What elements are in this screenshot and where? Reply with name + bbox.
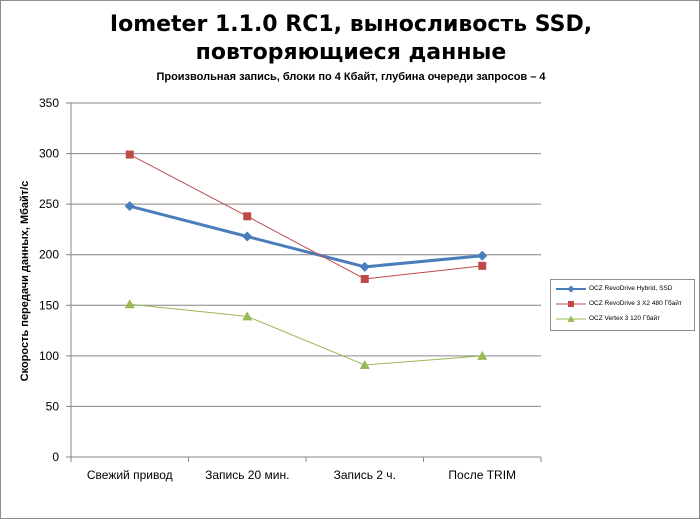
x-tick-label: Запись 20 мин. <box>205 468 289 482</box>
data-point-series2 <box>360 274 369 283</box>
data-point-series1 <box>359 261 370 272</box>
y-tick-label: 150 <box>39 298 59 312</box>
legend: OCZ RevoDrive Hybrid, SSD OCZ RevoDrive … <box>550 279 695 331</box>
data-point-series1 <box>477 250 488 261</box>
chart-subtitle: Произвольная запись, блоки по 4 Кбайт, г… <box>156 71 546 83</box>
legend-marker-triangle-icon <box>556 315 586 322</box>
y-tick-label: 200 <box>39 248 59 262</box>
x-tick-label: Запись 2 ч. <box>334 468 396 482</box>
legend-label-series2: OCZ RevoDrive 3 X2 480 Гбайт <box>589 300 682 307</box>
series-line-1 <box>129 204 483 269</box>
data-point-series2 <box>478 261 487 270</box>
data-point-series1 <box>124 201 135 212</box>
y-tick-label: 0 <box>52 450 59 464</box>
data-point-series1 <box>242 231 253 242</box>
x-tick-label: Свежий привод <box>87 468 173 482</box>
data-point-series3 <box>359 359 370 369</box>
legend-marker-square-icon <box>556 301 586 307</box>
chart-title-line1: Iometer 1.1.0 RC1, выносливость SSD, <box>109 12 593 37</box>
chart-title-line2: повторяющиеся данные <box>195 40 507 65</box>
series-line-2 <box>129 154 483 280</box>
data-point-series3 <box>242 311 253 321</box>
y-tick-label: 250 <box>39 197 59 211</box>
y-tick-label: 50 <box>46 399 60 413</box>
data-point-series2 <box>243 212 252 221</box>
legend-label-series1: OCZ RevoDrive Hybrid, SSD <box>589 285 673 292</box>
data-point-series3 <box>124 299 135 309</box>
series-line-3 <box>129 303 483 366</box>
y-tick-label: 100 <box>39 349 59 363</box>
y-tick-label: 350 <box>39 96 59 110</box>
data-point-series3 <box>477 350 488 360</box>
data-point-series2 <box>125 150 134 159</box>
x-tick-label: После TRIM <box>448 468 516 482</box>
y-axis-label: Скорость передачи данных, Мбайт/с <box>19 180 31 382</box>
y-tick-label: 300 <box>39 147 59 161</box>
legend-label-series3: OCZ Vertex 3 120 Гбайт <box>589 315 661 322</box>
chart-title: Iometer 1.1.0 RC1, выносливость SSD, пов… <box>71 11 631 67</box>
legend-marker-diamond-icon <box>556 285 586 293</box>
